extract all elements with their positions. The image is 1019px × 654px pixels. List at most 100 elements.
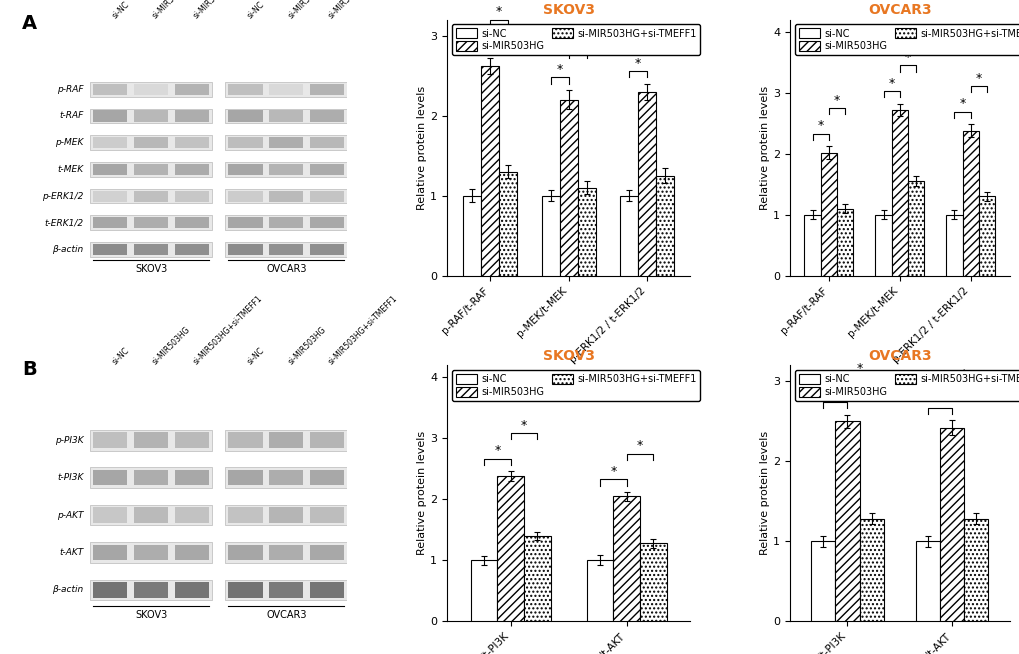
- Bar: [498, 171, 517, 275]
- Bar: [269, 84, 303, 95]
- Bar: [90, 109, 212, 124]
- Bar: [559, 99, 577, 275]
- Bar: [269, 244, 303, 255]
- Bar: [93, 84, 127, 95]
- Text: si-MIR503HG+si-TMEFF1: si-MIR503HG+si-TMEFF1: [327, 294, 399, 366]
- Text: *: *: [888, 77, 894, 90]
- Text: *: *: [975, 72, 981, 85]
- Text: t-AKT: t-AKT: [59, 548, 84, 557]
- Bar: [174, 244, 209, 255]
- Text: t-RAF: t-RAF: [59, 111, 84, 120]
- Bar: [963, 519, 987, 621]
- Text: *: *: [856, 362, 862, 375]
- Bar: [93, 190, 127, 201]
- Text: β-actin: β-actin: [52, 245, 84, 254]
- Bar: [225, 505, 347, 525]
- Bar: [93, 244, 127, 255]
- Bar: [820, 152, 837, 275]
- Bar: [174, 545, 209, 560]
- Bar: [978, 196, 995, 275]
- Bar: [228, 84, 263, 95]
- Bar: [874, 215, 891, 275]
- Bar: [915, 542, 940, 621]
- Bar: [269, 545, 303, 560]
- Bar: [174, 111, 209, 122]
- Text: *: *: [495, 5, 501, 18]
- Legend: si-NC, si-MIR503HG, si-MIR503HG+si-TMEFF1: si-NC, si-MIR503HG, si-MIR503HG+si-TMEFF…: [451, 370, 700, 401]
- Bar: [174, 508, 209, 523]
- Bar: [463, 196, 481, 275]
- Bar: [90, 189, 212, 203]
- Bar: [133, 84, 168, 95]
- Text: *: *: [936, 394, 943, 406]
- Bar: [891, 110, 907, 275]
- Bar: [228, 432, 263, 448]
- Bar: [133, 217, 168, 228]
- Bar: [93, 508, 127, 523]
- Bar: [225, 215, 347, 230]
- Bar: [174, 582, 209, 598]
- Bar: [586, 560, 612, 621]
- Bar: [620, 196, 638, 275]
- Title: SKOV3: SKOV3: [542, 349, 594, 363]
- Text: *: *: [478, 31, 484, 44]
- Bar: [93, 217, 127, 228]
- Bar: [310, 508, 343, 523]
- Text: p-RAF: p-RAF: [57, 85, 84, 94]
- Bar: [612, 496, 639, 621]
- Bar: [524, 536, 550, 621]
- Bar: [228, 582, 263, 598]
- Y-axis label: Relative protein levels: Relative protein levels: [759, 431, 769, 555]
- Bar: [90, 242, 212, 257]
- Bar: [133, 111, 168, 122]
- Bar: [269, 164, 303, 175]
- Title: OVCAR3: OVCAR3: [867, 349, 930, 363]
- Bar: [225, 109, 347, 124]
- Bar: [90, 430, 212, 451]
- Bar: [228, 190, 263, 201]
- Bar: [93, 582, 127, 598]
- Text: *: *: [556, 63, 562, 76]
- Legend: si-NC, si-MIR503HG, si-MIR503HG+si-TMEFF1: si-NC, si-MIR503HG, si-MIR503HG+si-TMEFF…: [794, 370, 1019, 401]
- Bar: [859, 519, 882, 621]
- Bar: [310, 217, 343, 228]
- Bar: [133, 470, 168, 485]
- Text: β-actin: β-actin: [52, 585, 84, 594]
- Bar: [310, 190, 343, 201]
- Bar: [310, 84, 343, 95]
- Bar: [174, 137, 209, 148]
- Text: si-NC: si-NC: [246, 0, 266, 21]
- Bar: [810, 542, 835, 621]
- Text: si-MIR503HG: si-MIR503HG: [151, 325, 193, 366]
- Text: p-AKT: p-AKT: [57, 511, 84, 519]
- Bar: [90, 162, 212, 177]
- Bar: [133, 164, 168, 175]
- Bar: [639, 543, 666, 621]
- Bar: [541, 196, 559, 275]
- Bar: [962, 131, 978, 275]
- Bar: [225, 430, 347, 451]
- Bar: [269, 508, 303, 523]
- Y-axis label: Relative protein levels: Relative protein levels: [759, 86, 769, 210]
- Bar: [133, 508, 168, 523]
- Bar: [93, 111, 127, 122]
- Bar: [90, 135, 212, 150]
- Title: OVCAR3: OVCAR3: [867, 3, 930, 17]
- Text: *: *: [904, 51, 910, 64]
- Bar: [655, 176, 674, 275]
- Bar: [225, 579, 347, 600]
- Bar: [481, 66, 498, 275]
- Text: t-PI3K: t-PI3K: [57, 473, 84, 482]
- Bar: [225, 542, 347, 562]
- Bar: [90, 215, 212, 230]
- Text: *: *: [817, 119, 823, 132]
- Text: SKOV3: SKOV3: [135, 264, 167, 274]
- Text: *: *: [609, 465, 615, 478]
- Bar: [174, 432, 209, 448]
- Bar: [228, 470, 263, 485]
- Text: A: A: [22, 14, 38, 33]
- Text: *: *: [574, 37, 580, 50]
- Text: si-NC: si-NC: [110, 346, 130, 366]
- Bar: [310, 432, 343, 448]
- Bar: [269, 137, 303, 148]
